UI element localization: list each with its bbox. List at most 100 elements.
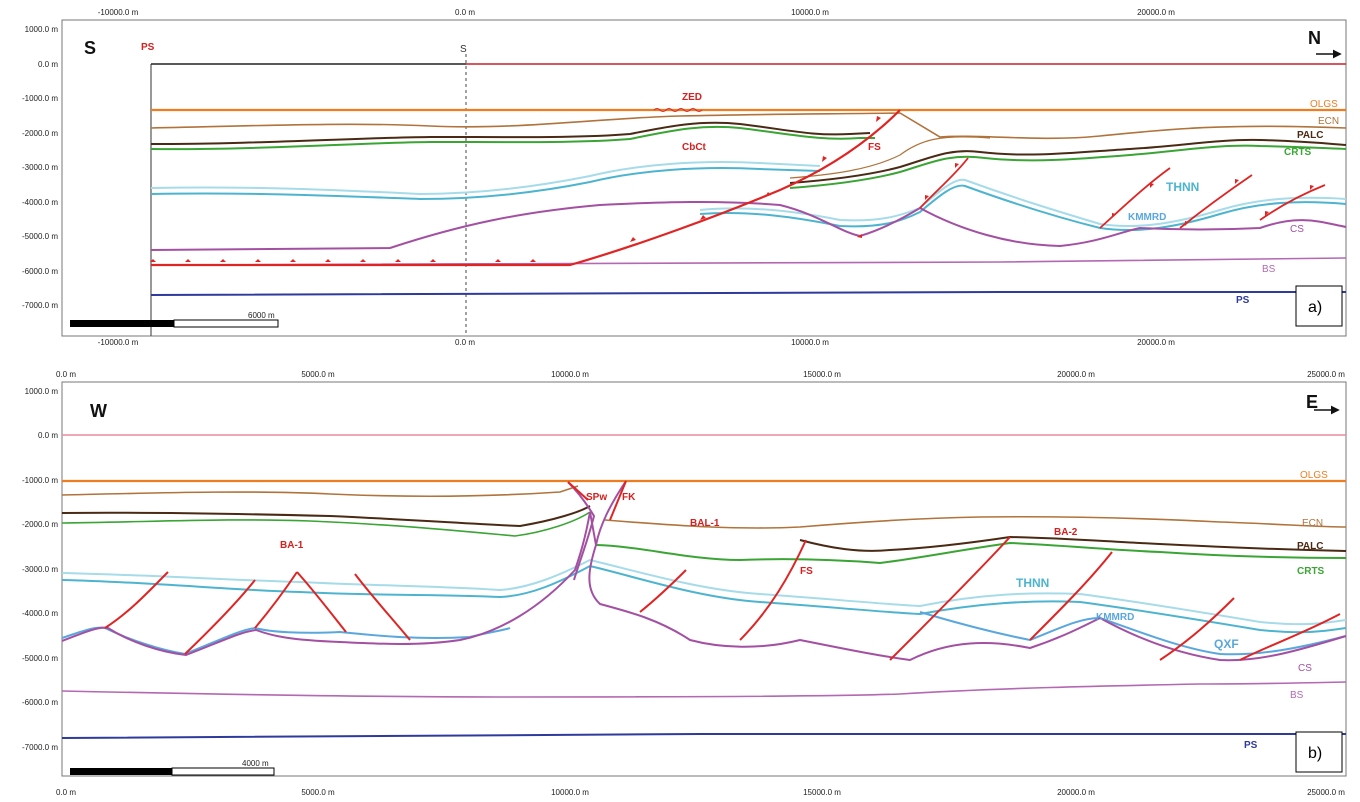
- tick-label: 10000.0 m: [551, 370, 589, 379]
- palc-horizon-east: [799, 535, 1347, 552]
- panel-b-scale-bar: 4000 m: [70, 759, 275, 776]
- ps-label: PS: [1244, 740, 1258, 751]
- thrust-fault: [919, 157, 969, 209]
- ecn-label: ECN: [1302, 518, 1323, 529]
- ecn-horizon-east: [604, 515, 1347, 529]
- thnn-light-horizon: [150, 161, 821, 196]
- palc-horizon-east: [789, 138, 1347, 184]
- palc-label: PALC: [1297, 130, 1323, 141]
- ba1-label: BA-1: [280, 540, 304, 551]
- palc-horizon-west: [150, 121, 871, 145]
- fs-label: FS: [800, 566, 813, 577]
- cs-horizon: [61, 511, 1347, 662]
- tick-label: 5000.0 m: [301, 788, 335, 797]
- thrust-faults: [104, 480, 1341, 661]
- zed-unconformity: [653, 108, 703, 112]
- tick-label: -10000.0 m: [98, 8, 139, 17]
- tick-label: 20000.0 m: [1057, 788, 1095, 797]
- thnn-horizon: [61, 564, 1347, 634]
- cs-horizon: [150, 200, 1347, 251]
- panel-a-frame: [61, 19, 1347, 337]
- bs-label: BS: [1290, 690, 1304, 701]
- olgs-label: OLGS: [1300, 470, 1328, 481]
- tick-label: 1000.0 m: [25, 387, 59, 396]
- crts-label: CRTS: [1284, 147, 1312, 158]
- tick-label: 0.0 m: [455, 8, 475, 17]
- kmmrd-label: KMMRD: [1128, 212, 1166, 223]
- panel-a-scale-bar: 6000 m: [70, 311, 279, 328]
- thnn-label: THNN: [1016, 576, 1049, 590]
- thnn-light-horizon-east: [699, 178, 1347, 228]
- palc-horizon-west: [61, 505, 591, 528]
- fs-fault-label: FS: [868, 142, 881, 153]
- panel-a-bottom-x-ticks: -10000.0 m 0.0 m 10000.0 m 20000.0 m: [98, 338, 1175, 347]
- crts-horizon-east: [789, 144, 1347, 189]
- spw-label: SPw: [586, 492, 607, 503]
- panel-a: -10000.0 m 0.0 m 10000.0 m 20000.0 m 100…: [22, 8, 1347, 347]
- ps-horizon: [150, 290, 1346, 296]
- fk-fault-trace: [595, 480, 627, 546]
- kmmrd-label: KMMRD: [1096, 612, 1134, 623]
- direction-right-label: E: [1306, 392, 1318, 412]
- ps-label: PS: [1236, 295, 1250, 306]
- tick-label: -5000.0 m: [22, 654, 58, 663]
- zed-label: ZED: [682, 92, 702, 103]
- direction-left-label: S: [84, 38, 96, 58]
- ps-well-label: PS: [141, 42, 155, 53]
- panel-b-frame: [61, 381, 1347, 777]
- tick-label: -5000.0 m: [22, 232, 58, 241]
- bs-horizon: [61, 681, 1347, 698]
- tick-label: 0.0 m: [38, 431, 58, 440]
- tick-label: 0.0 m: [56, 370, 76, 379]
- tick-label: 25000.0 m: [1307, 788, 1345, 797]
- tick-label: -7000.0 m: [22, 301, 58, 310]
- tick-label: -3000.0 m: [22, 163, 58, 172]
- tick-label: -6000.0 m: [22, 698, 58, 707]
- panel-b-tag: b): [1308, 745, 1322, 762]
- ba2-label: BA-2: [1054, 527, 1078, 538]
- tick-label: 15000.0 m: [803, 370, 841, 379]
- tick-label: 10000.0 m: [791, 8, 829, 17]
- tick-label: 10000.0 m: [791, 338, 829, 347]
- tick-label: 20000.0 m: [1057, 370, 1095, 379]
- tick-label: 15000.0 m: [803, 788, 841, 797]
- crts-horizon-west: [150, 125, 875, 151]
- cbct-label: CbCt: [682, 142, 707, 153]
- scale-label: 4000 m: [242, 759, 269, 768]
- fk-label: FK: [622, 492, 636, 503]
- tick-label: -4000.0 m: [22, 609, 58, 618]
- thnn-horizon-east: [699, 184, 1347, 232]
- panel-a-tag: a): [1308, 299, 1322, 316]
- ps-horizon: [61, 732, 1347, 739]
- direction-left-label: W: [90, 401, 107, 421]
- tick-label: 20000.0 m: [1137, 8, 1175, 17]
- thrust-fault: [1099, 167, 1171, 229]
- thnn-horizon: [150, 167, 821, 201]
- bs-label: BS: [1262, 264, 1276, 275]
- crts-horizon-east: [595, 541, 1347, 565]
- cs-label: CS: [1290, 224, 1304, 235]
- thnn-label: THNN: [1166, 180, 1199, 194]
- panel-b-tag-box: [1295, 731, 1343, 773]
- crts-horizon-west: [61, 511, 591, 537]
- fs-main-fault: [151, 109, 901, 267]
- tick-label: -2000.0 m: [22, 520, 58, 529]
- tick-label: -6000.0 m: [22, 267, 58, 276]
- tick-label: 25000.0 m: [1307, 370, 1345, 379]
- tick-label: 0.0 m: [455, 338, 475, 347]
- s-tie-label: S: [460, 44, 467, 55]
- direction-right-label: N: [1308, 28, 1321, 48]
- tick-label: 1000.0 m: [25, 25, 59, 34]
- tick-label: 10000.0 m: [551, 788, 589, 797]
- tick-label: -7000.0 m: [22, 743, 58, 752]
- tick-label: -10000.0 m: [98, 338, 139, 347]
- qxf-label: QXF: [1214, 637, 1239, 651]
- bal1-label: BAL-1: [690, 518, 720, 529]
- tick-label: 5000.0 m: [301, 370, 335, 379]
- thnn-light-horizon: [61, 558, 1347, 626]
- palc-label: PALC: [1297, 541, 1323, 552]
- panel-b-y-ticks: 1000.0 m 0.0 m -1000.0 m -2000.0 m -3000…: [22, 387, 58, 752]
- ecn-horizon-west: [61, 485, 579, 497]
- tick-label: -4000.0 m: [22, 198, 58, 207]
